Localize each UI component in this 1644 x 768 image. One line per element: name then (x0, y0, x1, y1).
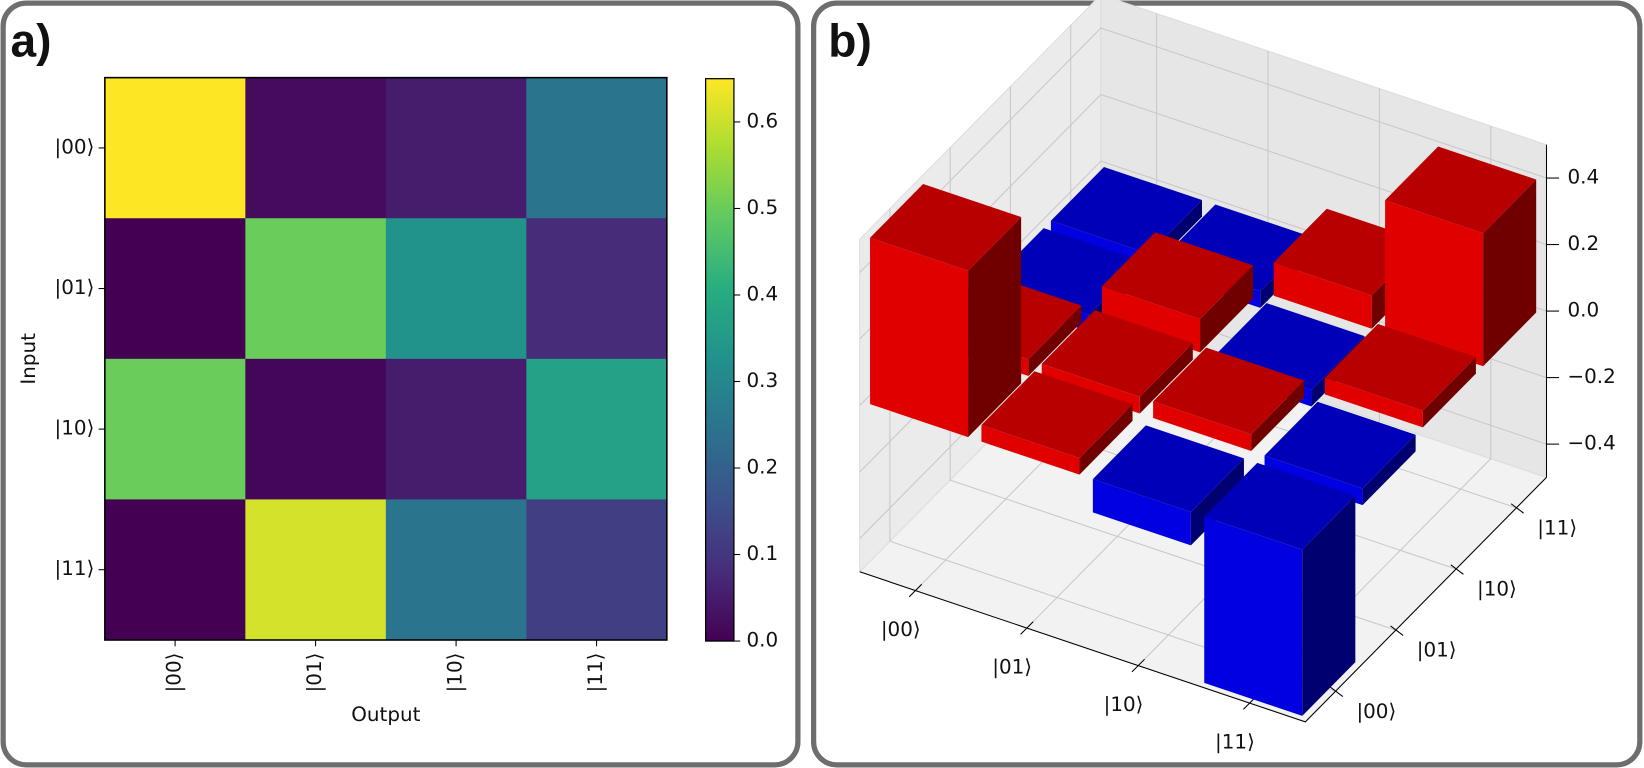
x-tick-label: |11⟩ (584, 653, 607, 693)
colorbar-tick-label: 0.3 (747, 369, 779, 392)
bar-side (1190, 458, 1244, 546)
z-tick-label: −0.2 (1567, 365, 1615, 388)
y-axis-label: Input (17, 333, 40, 385)
y-tick-label: |00⟩ (55, 135, 95, 158)
bar-side (1079, 404, 1133, 475)
x-tick-label: |01⟩ (992, 655, 1032, 678)
colorbar (704, 78, 735, 642)
heatmap-cell (245, 499, 387, 641)
x-tick-label: |10⟩ (444, 653, 467, 693)
heatmap-cell (104, 358, 246, 500)
bar-side (1200, 265, 1254, 353)
y-tick-label: |10⟩ (1477, 578, 1517, 601)
bar-front (981, 424, 1080, 475)
z-tick-label: 0.2 (1567, 232, 1599, 255)
colorbar-tick-label: 0.4 (747, 282, 779, 305)
heatmap-cell (526, 499, 668, 641)
colorbar-tick-label: 0.6 (747, 109, 779, 132)
x-tick (1131, 658, 1145, 673)
bar-top (981, 371, 1133, 458)
y-tick-label: |01⟩ (55, 276, 95, 299)
x-tick-label: |00⟩ (163, 653, 186, 693)
bar-side (968, 217, 1022, 438)
x-tick (1020, 621, 1034, 635)
bar-side (1028, 305, 1082, 376)
bar-front (1153, 401, 1252, 452)
heatmap-cell (385, 499, 527, 641)
bar-side (1139, 343, 1193, 414)
bar-top (1204, 462, 1356, 550)
bar-top (1324, 323, 1476, 411)
z-tick-label: −0.4 (1567, 432, 1615, 455)
x-tick-label: |11⟩ (1215, 730, 1255, 753)
bar-top (1092, 425, 1244, 513)
bar-side (1483, 179, 1537, 367)
bar-top (870, 184, 1022, 271)
bar-front (1204, 516, 1303, 716)
y-tick (1390, 625, 1404, 636)
colorbar-tick-label: 0.1 (747, 542, 779, 565)
plot-frame (104, 76, 668, 641)
bar-side (1362, 434, 1416, 506)
y-tick-label: |10⟩ (55, 417, 95, 440)
y-tick-label: |11⟩ (55, 557, 95, 580)
bar-top (1264, 401, 1416, 489)
y-tick (1329, 686, 1344, 697)
heatmap-cell (526, 77, 668, 219)
panel-label: b) (828, 14, 872, 66)
bar-front (1092, 479, 1191, 546)
xy-axes (859, 477, 1547, 723)
heatmap-cell (385, 77, 527, 219)
colorbar-tick-label: 0.5 (747, 196, 779, 219)
x-tick-label: |10⟩ (1104, 693, 1144, 716)
bar-front (1102, 286, 1201, 353)
bar-front (1385, 200, 1484, 367)
x-axis-label: Output (351, 703, 420, 726)
heatmap-cell (104, 77, 246, 219)
x-tick (908, 583, 923, 598)
x-tick-label: |00⟩ (881, 618, 921, 641)
panel-label: a) (10, 14, 51, 66)
bar-front (870, 237, 969, 438)
heatmap-cell (526, 218, 668, 360)
z-tick-label: 0.4 (1567, 166, 1599, 189)
bar-top (1102, 232, 1254, 320)
heatmap-cell (245, 218, 387, 360)
heatmap-cell (104, 218, 246, 360)
heatmap-cell (245, 77, 387, 219)
bar-side (1422, 356, 1476, 428)
bar-front (1324, 377, 1423, 428)
y-tick (1510, 503, 1525, 514)
bar-side (1251, 380, 1305, 452)
bar-top (1050, 166, 1202, 254)
y-tick-label: |11⟩ (1537, 516, 1577, 539)
colorbar-tick-label: 0.2 (747, 456, 779, 479)
y-tick-label: |00⟩ (1356, 700, 1396, 723)
bar-top (1153, 347, 1305, 435)
colorbar-tick-label: 0.0 (747, 629, 779, 652)
heatmap-cell (104, 499, 246, 641)
bar-front (1273, 262, 1372, 329)
z-tick-label: 0.0 (1567, 299, 1599, 322)
bar-side (1302, 495, 1356, 716)
bar-top (1041, 310, 1193, 397)
y-tick (1450, 564, 1464, 575)
x-tick-label: |01⟩ (303, 653, 326, 693)
heatmap-cell (526, 358, 668, 500)
y-tick-label: |01⟩ (1417, 639, 1457, 662)
bar-top (1385, 146, 1537, 234)
heatmap-cell (385, 218, 527, 360)
heatmap-cell (245, 358, 387, 500)
heatmap-cell (385, 358, 527, 500)
